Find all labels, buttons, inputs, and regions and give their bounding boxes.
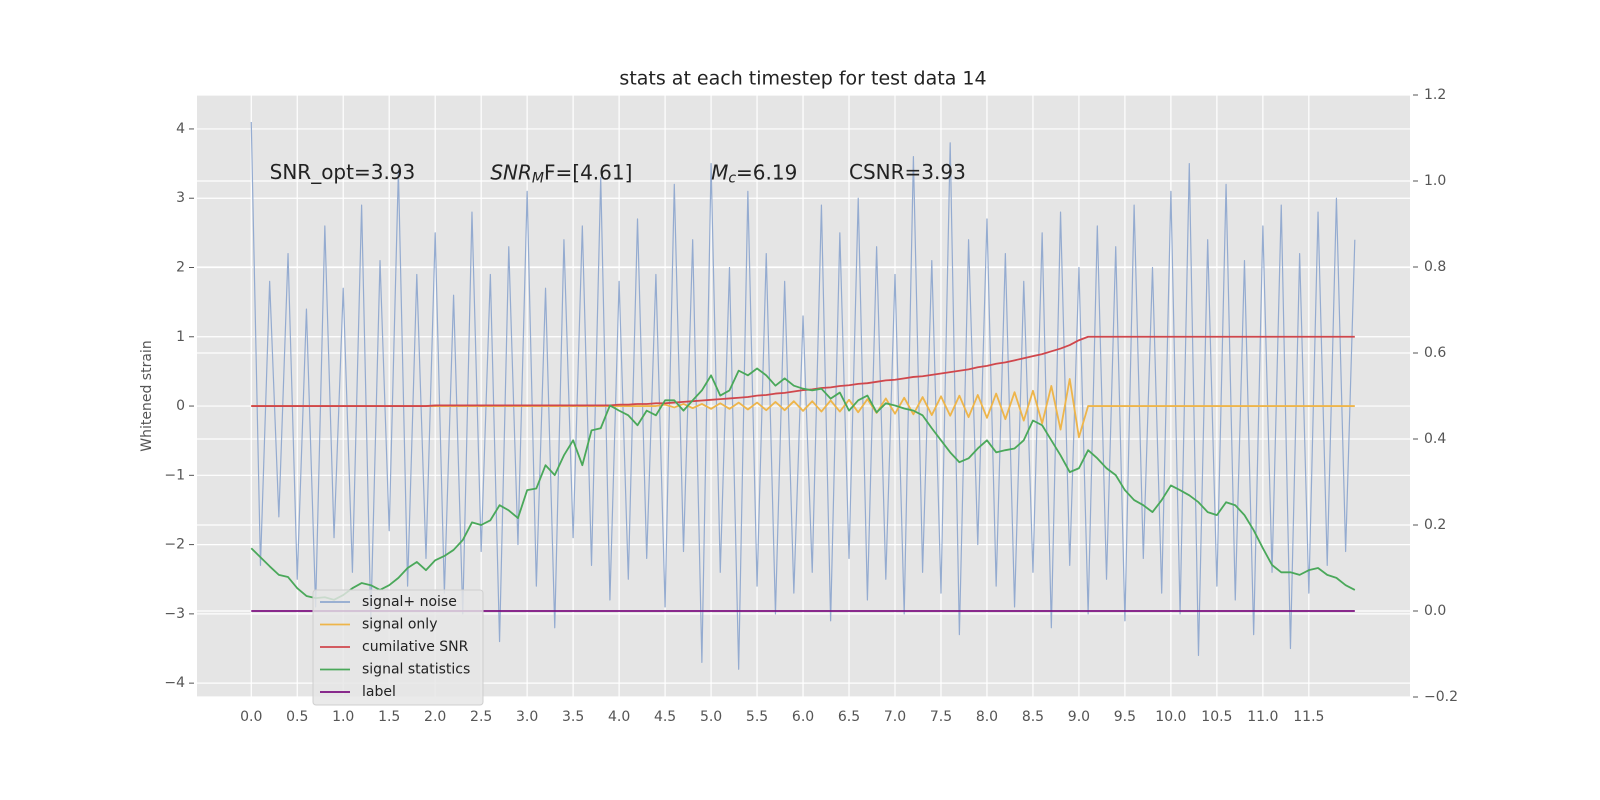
x-tick-label: 4.0 [608,709,630,725]
annotation-part: M [532,170,544,186]
x-tick-label: 3.5 [562,709,584,725]
y-tick-label: 4 [176,121,185,137]
x-tick-label: 10.0 [1155,709,1186,725]
annotation-part: F=[4.61] [544,160,632,184]
legend-box [312,589,484,706]
annotation-part: =6.19 [736,160,797,184]
y2-tick-label: −0.2 [1424,689,1458,705]
x-tick-label: 0.0 [240,709,262,725]
x-tick-label: 8.5 [1022,709,1044,725]
legend-label: signal only [362,617,437,633]
x-tick-label: 11.0 [1247,709,1278,725]
x-tick-label: 9.0 [1068,709,1090,725]
legend-label: cumilative SNR [362,639,469,655]
legend-label: label [362,684,396,700]
x-tick-label: 7.5 [930,709,952,725]
annotation: Mc=6.19 [711,160,797,187]
x-tick-label: 1.0 [332,709,354,725]
x-tick-label: 5.0 [700,709,722,725]
y2-tick-label: 0.2 [1424,517,1446,533]
y2-tick-label: 1.0 [1424,173,1446,189]
y-tick-label: 3 [176,190,185,206]
legend-label: signal+ noise [362,594,457,610]
series-line [250,367,1356,601]
y-tick-label: −2 [164,537,185,553]
annotation-part: SNR [490,160,532,184]
x-tick-label: 0.5 [286,709,308,725]
annotation: SNR_opt=3.93 [270,160,416,184]
x-tick-label: 7.0 [884,709,906,725]
x-tick-label: 3.0 [516,709,538,725]
y-tick-label: −1 [164,467,185,483]
x-tick-label: 9.5 [1114,709,1136,725]
y-tick-label: 2 [176,259,185,275]
x-tick-label: 2.0 [424,709,446,725]
y-tick-label: 1 [176,329,185,345]
y2-tick-label: 0.6 [1424,345,1446,361]
y-tick-label: 0 [176,398,185,414]
y2-tick-label: 0.0 [1424,603,1446,619]
x-tick-label: 11.5 [1293,709,1324,725]
y2-tick-label: 1.2 [1424,87,1446,103]
x-tick-label: 2.5 [470,709,492,725]
annotation-part: M [711,160,728,184]
x-tick-label: 8.0 [976,709,998,725]
x-tick-label: 4.5 [654,709,676,725]
y2-tick-label: 0.8 [1424,259,1446,275]
x-tick-label: 10.5 [1201,709,1232,725]
legend-label: signal statistics [362,662,470,678]
y2-tick-label: 0.4 [1424,431,1446,447]
annotation: SNRMF=[4.61] [490,160,632,187]
series-line [251,335,1355,407]
series-line [250,122,1356,670]
y-tick-label: −4 [164,675,185,691]
x-tick-label: 5.5 [746,709,768,725]
x-tick-label: 6.5 [838,709,860,725]
x-tick-label: 1.5 [378,709,400,725]
annotation: CSNR=3.93 [849,160,966,184]
y-axis-label: Whitened strain [139,340,155,451]
y-tick-label: −3 [164,606,185,622]
annotation-part: c [728,170,736,186]
chart-title: stats at each timestep for test data 14 [619,68,986,90]
x-tick-label: 6.0 [792,709,814,725]
